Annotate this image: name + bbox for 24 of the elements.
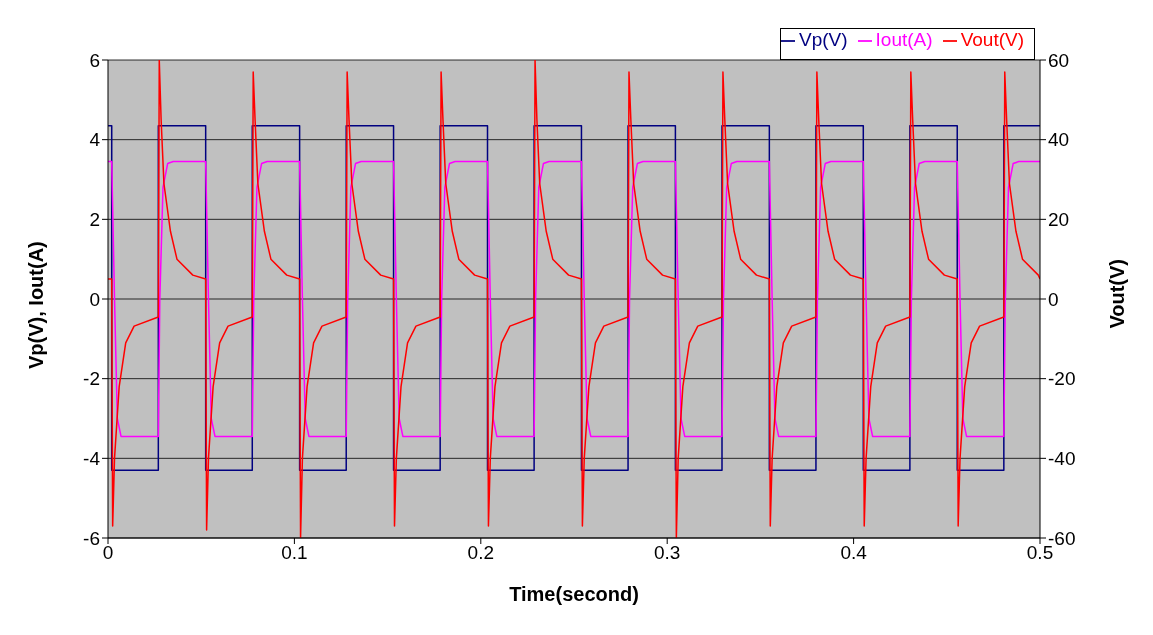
x-tick-label: 0.1 — [281, 542, 308, 564]
y-tick-label: 4 — [89, 129, 101, 151]
y-tick-label: 6 — [89, 49, 100, 71]
x-tick-label: 0.5 — [1026, 542, 1054, 564]
x-tick-label: 0.3 — [653, 542, 681, 564]
y2-tick-label: -40 — [1048, 448, 1076, 470]
y2-tick-label: -20 — [1048, 368, 1076, 390]
y-axis-title: Vp(V), Iout(A) — [25, 241, 48, 369]
y-tick-label: -6 — [83, 527, 100, 549]
x-tick-label: 0.4 — [840, 542, 868, 564]
x-tick-label: 0.2 — [467, 542, 495, 564]
x-axis-title: Time(second) — [509, 583, 639, 605]
legend-label: Iout(A) — [875, 29, 933, 50]
y2-tick-label: 20 — [1048, 209, 1070, 231]
legend-label: Vout(V) — [960, 29, 1024, 50]
y2-axis-title: Vout(V) — [1106, 259, 1129, 329]
y-tick-label: 2 — [89, 209, 100, 231]
y-tick-label: -4 — [83, 448, 101, 470]
y-tick-label: -2 — [83, 368, 100, 390]
y2-tick-label: 0 — [1048, 288, 1059, 310]
y-tick-label: 0 — [89, 288, 100, 310]
y2-tick-label: 60 — [1048, 49, 1070, 71]
legend-label: Vp(V) — [799, 29, 848, 50]
y2-tick-label: 40 — [1048, 129, 1070, 151]
